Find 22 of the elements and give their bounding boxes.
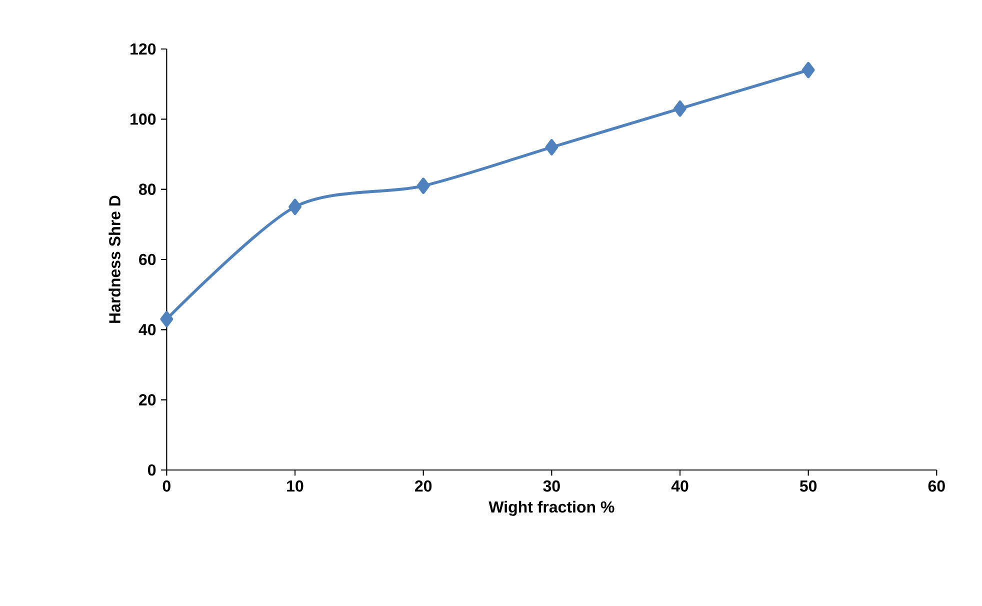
x-tick-label: 30 (543, 480, 560, 492)
y-tick-label: 100 (130, 114, 156, 125)
point (545, 139, 558, 156)
point (802, 62, 815, 78)
y-tick-label: 60 (139, 254, 156, 266)
x-tick-label: 20 (415, 480, 432, 492)
x-tick-label: 10 (287, 480, 304, 492)
y-tick-label: 0 (148, 464, 156, 476)
x-tick-label: 50 (800, 480, 817, 492)
point (160, 310, 174, 328)
x-tick-label: 40 (671, 480, 688, 492)
x-tick-label: 60 (928, 480, 945, 492)
x-axis-title: Wight fraction % (488, 500, 614, 516)
y-tick-label: 80 (138, 184, 156, 195)
point (416, 178, 430, 194)
y-axis-title: Hardness Shre D (108, 196, 120, 323)
y-tick-label: 20 (139, 394, 156, 406)
point (674, 100, 686, 117)
x-tick-label: 0 (162, 480, 170, 492)
y-tick-label: 120 (130, 43, 156, 55)
y-tick-label: 40 (138, 324, 156, 336)
point (288, 198, 302, 216)
